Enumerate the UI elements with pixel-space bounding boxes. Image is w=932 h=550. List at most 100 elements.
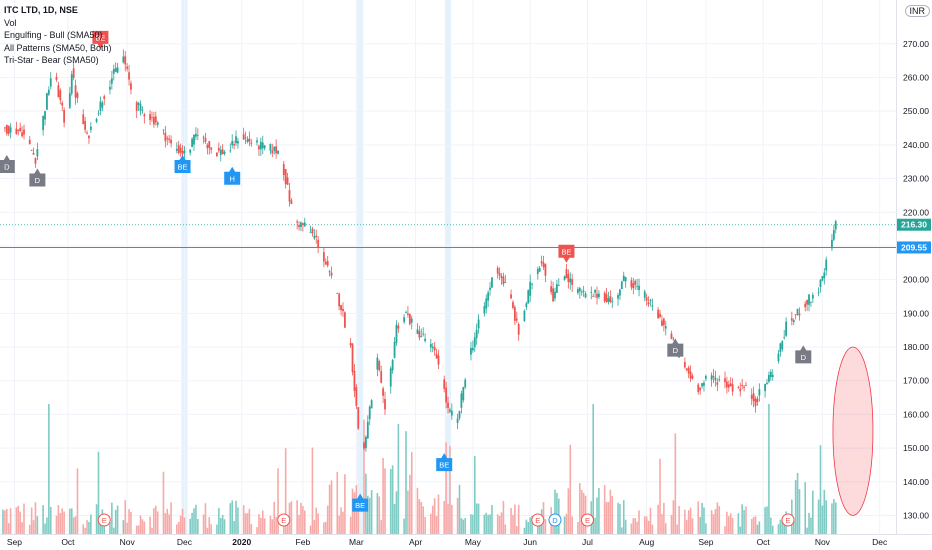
pattern-marker-doji[interactable]: D [0, 154, 15, 173]
time-tick-label: Jun [523, 537, 537, 547]
volume-bar [193, 508, 195, 534]
event-marker-circle [531, 513, 545, 527]
candle-body [275, 146, 278, 154]
last-price-label-text: 216.30 [901, 220, 927, 230]
candle-body [832, 229, 835, 240]
legend-tristar-bear[interactable]: Tri-Star - Bear (SMA50) [4, 55, 99, 65]
pattern-marker-bull[interactable]: BE [352, 493, 369, 512]
candle-body [313, 235, 316, 239]
time-tick-label: Dec [872, 537, 888, 547]
volume-bar [72, 517, 75, 534]
pattern-marker-bull[interactable]: H [224, 166, 241, 185]
event-marker[interactable]: E [277, 513, 291, 527]
pattern-marker-bull[interactable]: BE [436, 453, 453, 472]
pattern-marker-bear[interactable]: BE [558, 244, 575, 263]
volume-bar [55, 515, 58, 534]
pattern-marker-bear[interactable]: BE [92, 30, 109, 49]
volume-bar [430, 513, 432, 534]
candle-body [284, 169, 287, 184]
volume-bar [477, 503, 480, 534]
volume-bar [336, 471, 339, 534]
legend-all-patterns[interactable]: All Patterns (SMA50, Both) [4, 42, 112, 53]
candle-body [634, 280, 637, 285]
candle-body [164, 132, 167, 142]
pattern-markers: D D BE BE H BE BE BE D D [0, 30, 812, 512]
legend-volume[interactable]: Vol [4, 17, 17, 28]
pattern-marker-doji[interactable]: D [667, 338, 684, 357]
candle-body [82, 114, 85, 125]
candle-body [462, 386, 465, 401]
candle-body [754, 398, 757, 407]
pattern-marker-bull[interactable]: BE [174, 154, 191, 173]
last-price-label-bg [897, 218, 931, 231]
candle-body [233, 144, 236, 146]
volume-bar [661, 514, 663, 534]
event-marker[interactable]: E [781, 513, 795, 527]
candle-body [61, 102, 64, 106]
volume-bar [218, 508, 220, 534]
candle-body [489, 287, 491, 290]
candle-body [630, 280, 633, 288]
candle-body [664, 326, 667, 329]
candle-body [582, 290, 585, 292]
pattern-marker-doji[interactable]: D [795, 345, 812, 364]
candle-body [632, 283, 635, 289]
symbol-title[interactable]: ITC LTD, 1D, NSE [4, 5, 78, 15]
candle-body [196, 134, 199, 136]
event-marker[interactable]: E [580, 513, 594, 527]
volume-bar [443, 501, 446, 534]
volume-bar [128, 509, 130, 534]
time-axis-panel[interactable] [0, 534, 932, 550]
pattern-marker-label: D [4, 162, 10, 171]
candle-body [49, 78, 52, 87]
volume-bar [685, 519, 688, 534]
volume-bar [567, 488, 570, 534]
candle-body [825, 259, 828, 271]
volume-bar [464, 517, 467, 534]
currency-label[interactable]: INR [904, 5, 930, 17]
candle-body [460, 393, 463, 408]
volume-bar [424, 517, 426, 534]
event-marker[interactable]: E [531, 513, 545, 527]
volume-bar [603, 485, 606, 534]
candle-body [433, 347, 436, 351]
candle-body [141, 109, 144, 111]
volume-bar [407, 490, 409, 534]
candle-body [605, 294, 608, 302]
candle-body [103, 96, 106, 99]
candle-body [30, 149, 33, 151]
pattern-marker-doji[interactable]: D [29, 168, 46, 187]
candle-body [834, 221, 837, 230]
price-axis-panel[interactable] [896, 0, 932, 550]
candle-body [563, 276, 566, 280]
candle-body [195, 133, 197, 137]
candle-body [116, 67, 119, 73]
candle-body [416, 329, 419, 334]
candle-body [317, 239, 320, 248]
candle-body [290, 200, 293, 204]
ellipse-annotation[interactable] [832, 346, 874, 516]
volume-bar [577, 521, 579, 534]
event-marker[interactable]: D [548, 513, 562, 527]
event-marker[interactable]: E [97, 513, 111, 527]
candle-body [768, 374, 770, 382]
volume-bar [750, 519, 753, 534]
volume-bar [342, 511, 344, 534]
candle-body [598, 293, 600, 298]
candle-body [556, 284, 558, 293]
candle-body [596, 293, 598, 298]
candle-body [315, 235, 318, 237]
volume-bar [296, 500, 298, 534]
candle-body [376, 357, 379, 370]
volume-bar [676, 524, 679, 534]
candle-body [557, 285, 560, 286]
candle-body [704, 376, 707, 379]
candle-body [9, 127, 12, 133]
candle-body [594, 289, 596, 293]
legend-engulfing-bull[interactable]: Engulfing - Bull (SMA50) [4, 30, 103, 40]
volume-bar [766, 506, 768, 534]
event-marker-circle [548, 513, 562, 527]
candle-body [298, 224, 300, 228]
volume-bar [496, 514, 499, 534]
